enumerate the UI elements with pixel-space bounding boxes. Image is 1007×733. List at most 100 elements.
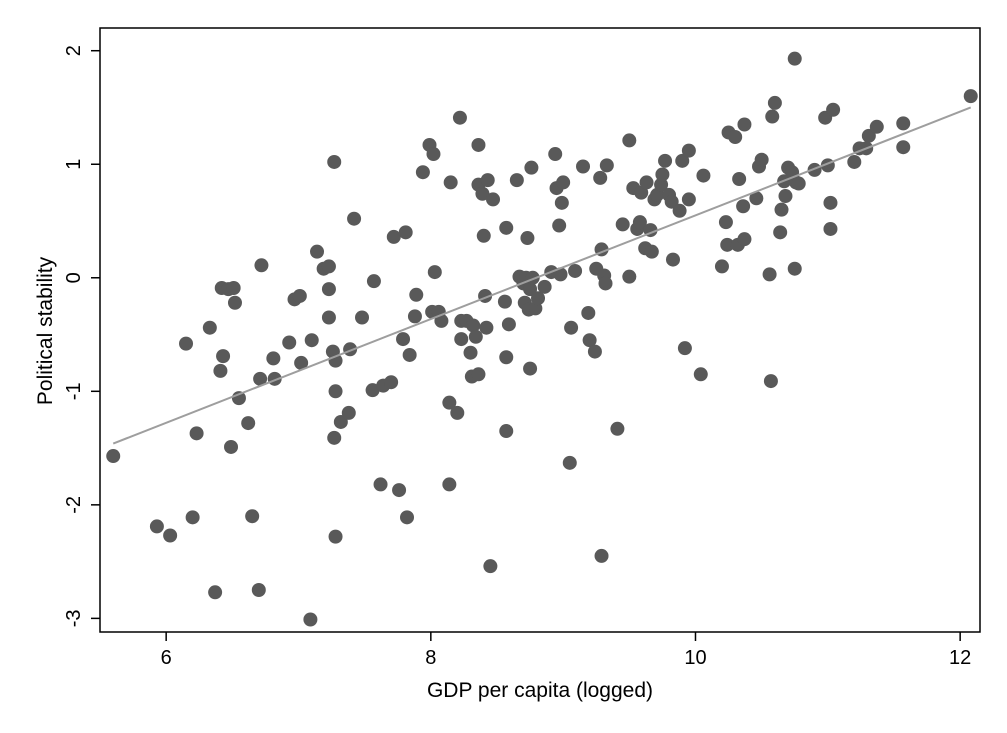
data-point: [576, 159, 591, 174]
x-tick-label: 6: [161, 647, 172, 669]
data-point: [718, 215, 733, 230]
data-point: [241, 416, 256, 431]
data-point: [622, 133, 637, 148]
y-axis-title: Political stability: [34, 256, 57, 405]
data-point: [227, 295, 242, 310]
data-point: [294, 355, 309, 370]
data-point: [208, 585, 223, 600]
data-point: [386, 229, 401, 244]
data-point: [823, 221, 838, 236]
data-point: [826, 102, 841, 117]
data-point: [463, 345, 478, 360]
data-point: [553, 267, 568, 282]
data-point: [654, 177, 669, 192]
data-point: [486, 192, 501, 207]
plot-area: [106, 51, 978, 627]
data-point: [763, 374, 778, 389]
data-point: [664, 194, 679, 209]
plot-frame: [99, 27, 981, 633]
data-point: [655, 167, 670, 182]
y-tick-label: 1: [63, 159, 85, 170]
data-point: [767, 95, 782, 110]
data-point: [471, 367, 486, 382]
data-point: [373, 477, 388, 492]
data-point: [400, 510, 415, 525]
data-point: [497, 294, 512, 309]
data-point: [594, 548, 609, 563]
data-point: [366, 274, 381, 289]
y-tick-label: -1: [63, 382, 85, 400]
data-point: [681, 192, 696, 207]
data-point: [896, 140, 911, 155]
data-point: [531, 291, 546, 306]
data-point: [499, 350, 514, 365]
data-point: [581, 305, 596, 320]
data-point: [483, 559, 498, 574]
data-point: [479, 320, 494, 335]
data-point: [226, 280, 241, 295]
data-point: [384, 375, 399, 390]
data-point: [639, 175, 654, 190]
data-point: [254, 258, 269, 273]
data-point: [245, 509, 260, 524]
data-point: [562, 455, 577, 470]
data-point: [303, 612, 318, 627]
x-tick-label: 12: [949, 647, 971, 669]
data-point: [450, 405, 465, 420]
data-point: [658, 153, 673, 168]
data-point: [677, 341, 692, 356]
data-point: [773, 225, 788, 240]
y-tick-label: -3: [63, 609, 85, 627]
data-point: [189, 426, 204, 441]
data-point: [791, 176, 806, 191]
data-point: [476, 228, 491, 243]
data-point: [392, 483, 407, 498]
data-point: [454, 332, 469, 347]
data-point: [520, 231, 535, 246]
data-point: [537, 279, 552, 294]
data-point: [765, 109, 780, 124]
data-point: [593, 170, 608, 185]
data-point: [398, 225, 413, 240]
data-point: [427, 265, 442, 280]
x-axis-title: GDP per capita (logged): [427, 679, 653, 702]
data-point: [396, 332, 411, 347]
data-point: [963, 89, 978, 104]
y-tick-label: -2: [63, 496, 85, 514]
data-point: [499, 424, 514, 439]
data-point: [869, 119, 884, 134]
data-point: [714, 259, 729, 274]
data-point: [434, 313, 449, 328]
data-point: [681, 143, 696, 158]
data-point: [568, 263, 583, 278]
data-point: [402, 347, 417, 362]
data-point: [468, 329, 483, 344]
data-point: [847, 154, 862, 169]
y-tick-label: 0: [63, 272, 85, 283]
data-point: [333, 414, 348, 429]
data-point: [253, 371, 268, 386]
data-point: [610, 421, 625, 436]
data-point: [480, 173, 495, 188]
data-point: [599, 158, 614, 173]
data-point: [407, 309, 422, 324]
data-point: [749, 191, 764, 206]
data-point: [328, 384, 343, 399]
data-point: [328, 529, 343, 544]
data-point: [787, 261, 802, 276]
data-point: [185, 510, 200, 525]
data-point: [409, 287, 424, 302]
data-point: [327, 154, 342, 169]
data-point: [310, 244, 325, 259]
data-point: [442, 477, 457, 492]
data-point: [728, 129, 743, 144]
data-point: [509, 173, 524, 188]
data-point: [524, 160, 539, 175]
data-point: [266, 351, 281, 366]
data-point: [754, 152, 769, 167]
data-point: [471, 137, 486, 152]
data-point: [732, 172, 747, 186]
data-point: [675, 153, 690, 168]
data-point: [216, 349, 231, 364]
